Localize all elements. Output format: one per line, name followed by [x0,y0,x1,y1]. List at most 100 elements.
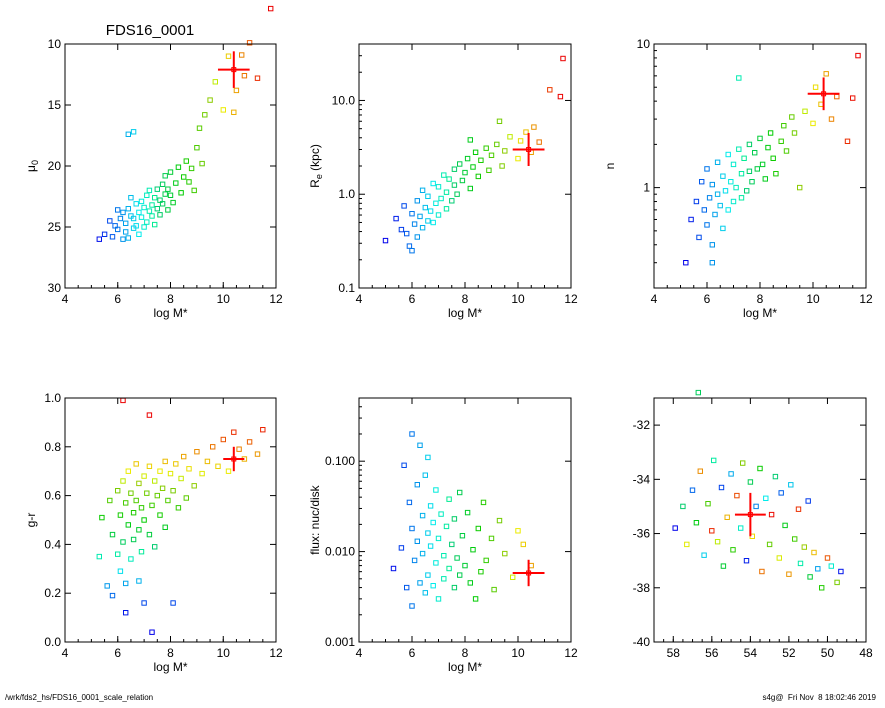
y-tick-label: 10.0 [332,93,356,107]
data-point [704,222,710,228]
data-point [810,120,816,127]
data-point [220,107,227,113]
data-point [697,468,703,474]
data-point [188,165,195,172]
data-point [414,538,421,544]
data-point [154,492,161,499]
y-axis-label-main: R [308,179,322,188]
data-point [517,138,524,144]
x-tick-label: 6 [114,646,121,660]
data-point [752,150,758,156]
data-point [419,512,426,519]
data-point [141,204,147,211]
data-point [430,180,436,187]
y-tick-label: 0.8 [44,440,61,454]
data-point [446,565,452,572]
data-point [409,211,415,217]
data-point [144,490,150,496]
data-point [115,226,121,233]
data-point [149,213,155,219]
data-point [435,184,442,190]
data-point [186,179,192,185]
x-tick-label: 8 [167,292,174,306]
data-point [528,149,534,156]
data-point [109,531,116,538]
data-point [478,157,484,164]
data-point [449,541,455,548]
data-point [788,482,794,488]
data-point [130,510,137,516]
y-tick-label: -40 [633,635,651,649]
data-point [695,389,701,396]
data-point [154,186,161,192]
data-point [699,179,705,185]
points-gr [96,397,266,635]
data-point [433,560,439,566]
data-point [499,163,505,169]
data-point [181,174,187,180]
data-point [738,171,745,177]
data-point [746,168,753,175]
data-point [451,516,458,522]
data-point [406,499,413,506]
data-point [398,226,405,233]
data-point [449,198,455,204]
data-point [146,187,153,194]
data-point [430,583,436,589]
points-sky [672,389,844,591]
data-point [107,218,113,224]
data-point [557,93,564,100]
data-point [743,558,750,564]
data-point [162,191,168,197]
panel-flux [358,397,572,643]
data-point [125,235,131,241]
x-axis-label: log M* [153,306,187,320]
data-point [438,511,444,517]
data-point [430,519,436,526]
data-point [783,148,790,154]
data-point [446,496,452,502]
plot-frame [358,397,572,643]
y-tick-label: 0.100 [325,454,355,468]
data-point [722,188,729,194]
y-tick-label: 0.010 [325,545,355,559]
data-point [560,55,566,62]
data-point [175,164,182,170]
data-point [730,161,737,168]
x-tick-label: 6 [409,292,416,306]
data-point [502,148,508,154]
data-point [709,181,715,188]
points-mu0 [96,5,274,242]
highlight-marker [231,456,237,462]
y-tick-label: 15 [48,98,62,112]
data-point [417,442,423,449]
data-point [170,600,176,606]
data-point [425,193,431,200]
data-point [778,138,784,145]
data-point [451,182,458,188]
data-point [462,562,468,569]
data-point [414,482,421,488]
data-point [194,449,200,455]
highlight-marker [821,91,827,97]
data-point [215,463,221,470]
data-point [165,186,171,192]
data-point [472,149,479,156]
data-point [443,206,450,212]
y-axis-label: Re (kpc) [308,144,324,188]
data-point [438,195,444,202]
data-point [740,460,746,466]
x-tick-label: 4 [62,646,69,660]
x-tick-label: 50 [821,646,835,660]
y-tick-label: 1.0 [338,187,355,201]
data-point [502,550,508,557]
data-point [782,522,788,529]
y-axis-label: μ0 [24,160,40,172]
data-point [819,585,825,591]
data-point [404,230,410,237]
data-point [547,87,553,93]
data-point [754,166,760,172]
data-point [753,503,759,510]
data-point [480,499,487,506]
data-point [123,220,129,227]
